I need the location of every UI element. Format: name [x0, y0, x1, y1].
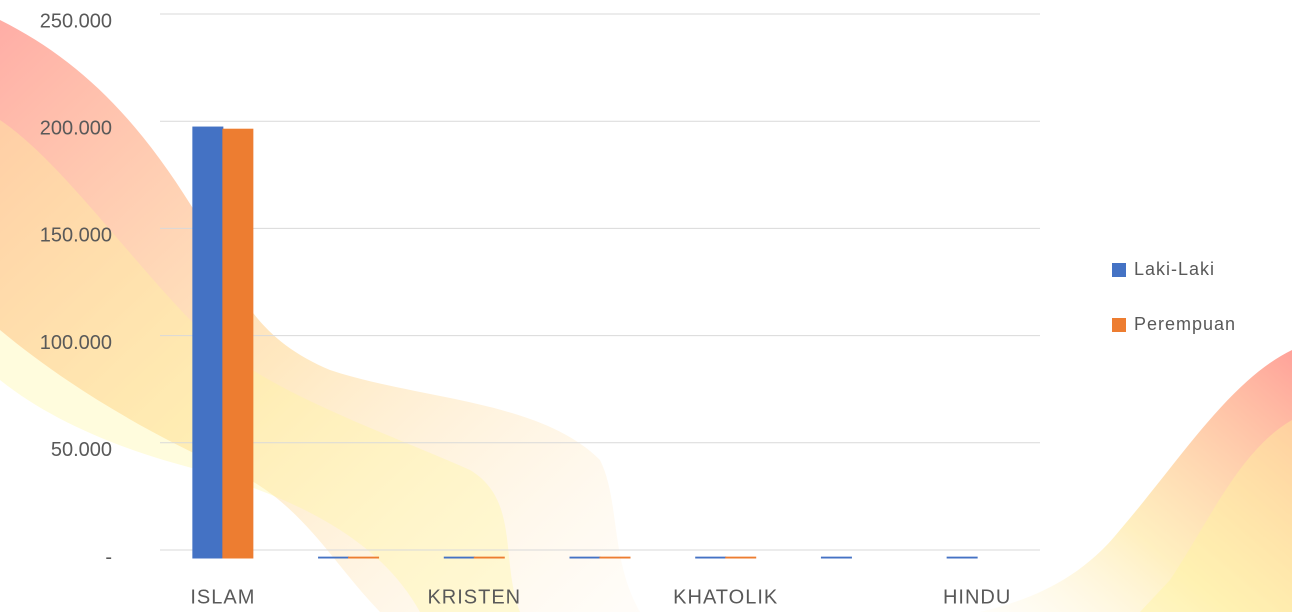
bar	[222, 128, 254, 559]
bar	[695, 556, 727, 559]
y-tick-label: 200.000	[40, 117, 112, 139]
legend-label: Perempuan	[1134, 314, 1236, 334]
y-tick-label: 50.000	[51, 439, 112, 461]
bar	[569, 556, 601, 559]
bar	[599, 556, 631, 559]
x-tick-label: ISLAM	[190, 586, 255, 608]
y-tick-label: 250.000	[40, 10, 112, 32]
bar	[348, 556, 380, 559]
legend-label: Laki-Laki	[1134, 259, 1215, 279]
bar	[473, 556, 505, 559]
background-decoration	[0, 20, 1292, 612]
bar	[946, 556, 978, 559]
x-tick-label: KRISTEN	[427, 586, 521, 608]
bar	[725, 556, 757, 559]
y-tick-label: 150.000	[40, 225, 112, 247]
bar	[192, 126, 224, 559]
x-tick-label: HINDU	[943, 586, 1011, 608]
legend-swatch	[1112, 263, 1126, 277]
y-tick-label: 100.000	[40, 332, 112, 354]
bar	[820, 556, 852, 559]
bar	[443, 556, 475, 559]
y-tick-label: -	[105, 546, 112, 568]
x-tick-label: KHATOLIK	[673, 586, 778, 608]
legend-swatch	[1112, 318, 1126, 332]
bar	[318, 556, 350, 559]
